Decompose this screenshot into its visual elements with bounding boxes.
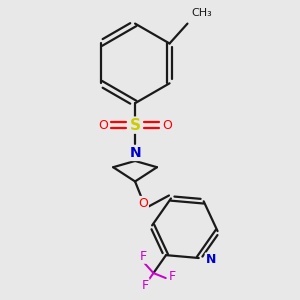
Text: O: O [138, 197, 148, 210]
Text: F: F [141, 279, 148, 292]
Text: N: N [129, 146, 141, 160]
Text: O: O [162, 118, 172, 132]
Text: F: F [140, 250, 147, 263]
Text: S: S [130, 118, 141, 133]
Text: F: F [169, 270, 176, 283]
Text: N: N [206, 254, 216, 266]
Text: CH₃: CH₃ [191, 8, 212, 18]
Text: O: O [98, 118, 108, 132]
